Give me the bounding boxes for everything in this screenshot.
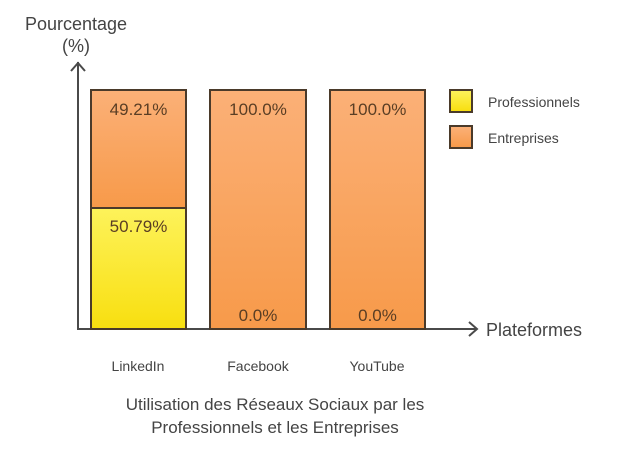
- category-label-youtube: YouTube: [349, 358, 405, 374]
- bar-linkedin-professionnels: 50.79%: [90, 207, 187, 330]
- value-label: 0.0%: [358, 306, 397, 325]
- y-axis-title: Pourcentage (%): [14, 13, 138, 57]
- bar-linkedin-entreprises: 49.21%: [90, 89, 187, 209]
- bar-facebook-entreprises: 100.0% 0.0%: [209, 89, 307, 330]
- chart-title: Utilisation des Réseaux Sociaux par les …: [60, 393, 490, 439]
- x-axis-title: Plateformes: [486, 320, 583, 340]
- chart-title-line2: Professionnels et les Entreprises: [151, 418, 399, 437]
- category-label-linkedin: LinkedIn: [111, 358, 165, 374]
- value-label: 100.0%: [348, 100, 407, 119]
- chart-title-line1: Utilisation des Réseaux Sociaux par les: [125, 395, 425, 414]
- value-label: 100.0%: [229, 100, 287, 119]
- value-label: 49.21%: [109, 100, 168, 119]
- y-axis-title-line1: Pourcentage: [24, 14, 128, 34]
- category-label-facebook: Facebook: [227, 358, 289, 374]
- legend-swatch-professionnels: [449, 89, 473, 113]
- y-axis-title-line2: (%): [62, 36, 90, 56]
- legend-label-entreprises: Entreprises: [488, 130, 559, 146]
- value-label: 50.79%: [109, 217, 168, 236]
- bar-youtube-entreprises: 100.0% 0.0%: [329, 89, 426, 330]
- legend-swatch-entreprises: [449, 125, 473, 149]
- legend-label-professionnels: Professionnels: [488, 94, 580, 110]
- value-label: 0.0%: [238, 306, 278, 325]
